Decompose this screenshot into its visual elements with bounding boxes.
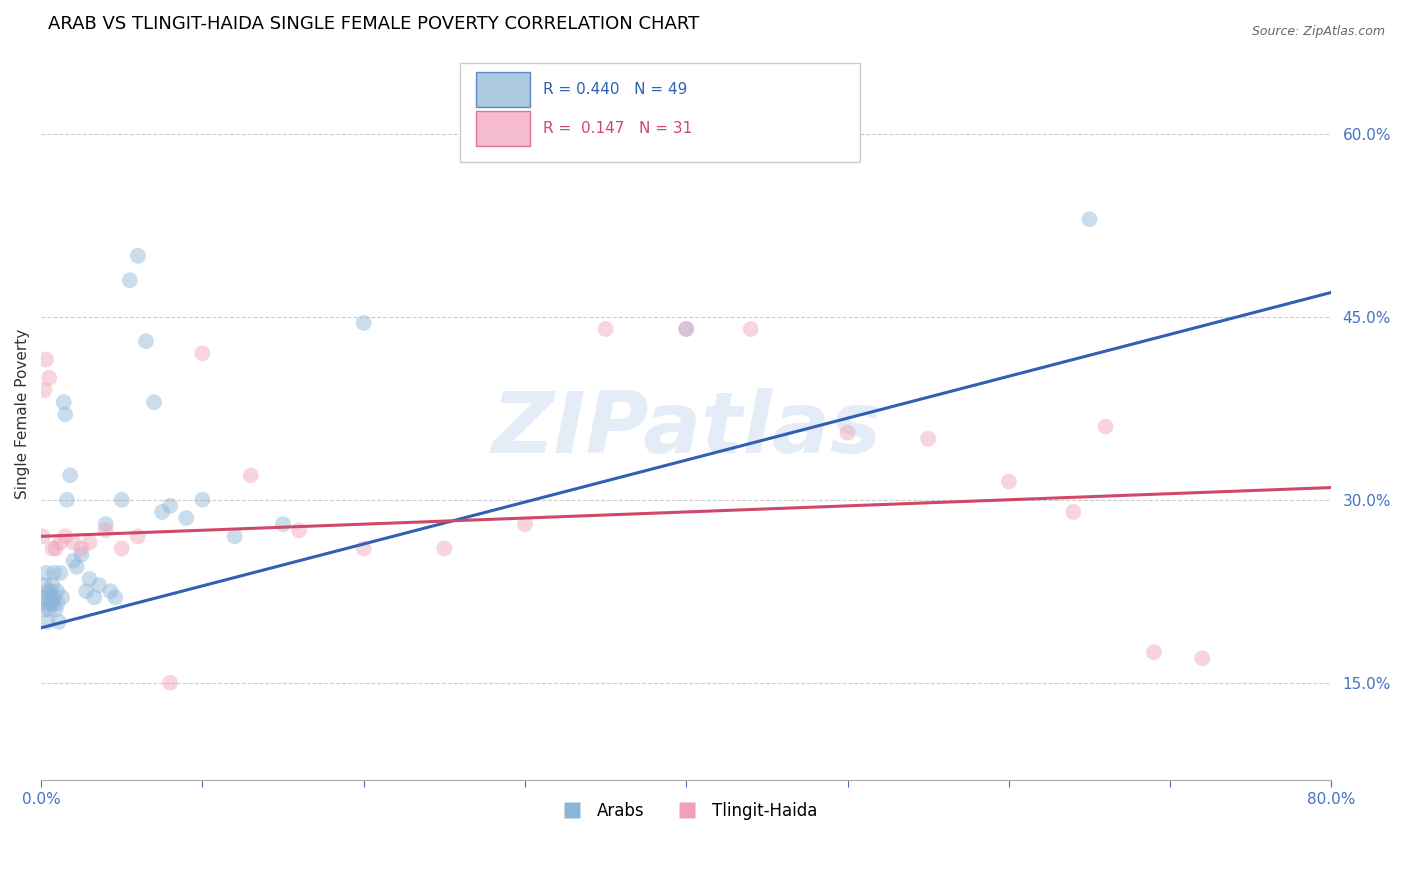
Point [34,602,56,616]
Point [38,602,60,616]
Text: R =  0.147   N = 31: R = 0.147 N = 31 [543,120,692,136]
Point [53,408,76,422]
Point [239,468,262,483]
Point [159,499,181,513]
Point [1078,212,1101,227]
Point [433,541,456,556]
Text: ZIPatlas: ZIPatlas [491,387,882,470]
Point [675,322,697,336]
Point [675,322,697,336]
Point [1094,419,1116,434]
Point [159,675,181,690]
Point [191,346,214,360]
Point [56,492,79,507]
Point [49,535,72,549]
Point [288,523,311,537]
Point [118,273,141,287]
Point [42,566,65,580]
Point [595,322,617,336]
Point [35,566,58,580]
Point [917,432,939,446]
Point [41,578,63,592]
Point [37,584,59,599]
Point [38,591,60,605]
Point [75,584,97,599]
Point [353,541,375,556]
Point [271,517,294,532]
Text: ARAB VS TLINGIT-HAIDA SINGLE FEMALE POVERTY CORRELATION CHART: ARAB VS TLINGIT-HAIDA SINGLE FEMALE POVE… [48,15,699,33]
Point [39,596,62,610]
Point [79,535,101,549]
Point [100,584,122,599]
Point [41,541,63,556]
Point [39,584,62,599]
Point [46,596,69,610]
Point [135,334,157,348]
Point [111,541,134,556]
Point [127,529,149,543]
Point [998,475,1021,489]
Point [53,529,76,543]
Point [83,591,105,605]
Point [224,529,246,543]
Point [34,578,56,592]
Bar [477,111,530,145]
Point [48,615,70,629]
Point [45,602,67,616]
Point [49,566,72,580]
Point [70,541,93,556]
Point [51,591,73,605]
Point [1062,505,1084,519]
Point [38,371,60,385]
Point [79,572,101,586]
Text: Source: ZipAtlas.com: Source: ZipAtlas.com [1251,25,1385,38]
Text: R = 0.440   N = 49: R = 0.440 N = 49 [543,82,688,97]
Point [174,511,197,525]
Point [41,596,63,610]
Point [111,492,134,507]
Point [46,584,69,599]
Point [70,548,93,562]
Point [1191,651,1213,665]
Point [150,505,173,519]
Y-axis label: Single Female Poverty: Single Female Poverty [15,329,30,500]
FancyBboxPatch shape [460,63,860,161]
Point [353,316,375,330]
Legend: Arabs, Tlingit-Haida: Arabs, Tlingit-Haida [548,796,824,827]
Point [31,529,53,543]
Point [104,591,127,605]
Point [94,517,117,532]
Point [35,596,58,610]
Point [143,395,166,409]
Point [62,535,84,549]
Bar [477,72,530,107]
Point [45,541,67,556]
Point [1143,645,1166,659]
Point [89,578,111,592]
Point [513,517,536,532]
Point [52,395,75,409]
Point [127,249,149,263]
Point [837,425,859,440]
Point [35,352,58,367]
Point [740,322,762,336]
Point [59,468,82,483]
Point [37,615,59,629]
Point [65,559,87,574]
Point [62,554,84,568]
Point [31,591,53,605]
Point [42,591,65,605]
Point [94,523,117,537]
Point [191,492,214,507]
Point [34,383,56,397]
